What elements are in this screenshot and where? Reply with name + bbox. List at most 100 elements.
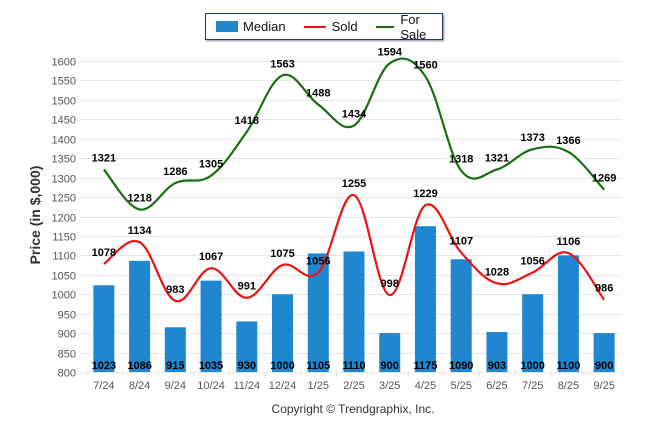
y-tick-label: 1450	[52, 115, 76, 127]
y-tick-label: 1100	[52, 251, 76, 263]
x-tick-label: 8/25	[558, 380, 579, 392]
y-tick-label: 950	[58, 310, 76, 322]
y-tick-label: 1150	[52, 232, 76, 244]
median-bar	[486, 331, 508, 372]
for-sale-point-label: 1594	[377, 46, 402, 58]
median-bar-label: 903	[488, 360, 506, 372]
legend-label-median: Median	[243, 19, 286, 34]
y-tick-label: 1400	[52, 135, 76, 147]
median-bar	[593, 333, 615, 372]
sold-point-label: 998	[381, 278, 399, 290]
median-bar	[450, 259, 472, 372]
sold-point-label: 1255	[342, 178, 366, 190]
for-sale-point-label: 1269	[592, 173, 616, 185]
legend: Median Sold For Sale	[205, 11, 443, 42]
y-tick-label: 1350	[52, 154, 76, 166]
x-tick-label: 10/24	[197, 380, 225, 392]
x-tick-label: 8/24	[129, 380, 150, 392]
sold-point-label: 1106	[556, 236, 580, 248]
y-tick-label: 1300	[52, 174, 76, 186]
for-sale-point-label: 1218	[127, 193, 151, 205]
sold-point-label: 1134	[128, 225, 153, 237]
for-sale-point-label: 1321	[485, 152, 509, 164]
line-labels: 1078 1134 983 1067 991 1075 1056 1255 998 1229 110…	[92, 46, 617, 296]
sold-point-label: 1056	[520, 255, 544, 267]
x-tick-label: 5/25	[450, 380, 471, 392]
for-sale-point-label: 1560	[413, 60, 437, 72]
median-bar	[379, 333, 401, 372]
sold-point-label: 1056	[306, 255, 330, 267]
median-bar-label: 1023	[92, 360, 116, 372]
y-tick-label: 900	[58, 329, 76, 341]
x-tick-label: 1/25	[308, 380, 329, 392]
copyright-text: Copyright © Trendgraphix, Inc.	[271, 402, 435, 416]
y-axis-title: Price (in $,000)	[27, 165, 43, 265]
median-bar-label: 1000	[270, 360, 294, 372]
for-sale-point-label: 1366	[556, 135, 580, 147]
x-tick-label: 6/25	[486, 380, 507, 392]
y-tick-label: 1200	[52, 213, 76, 225]
median-bar-label: 1035	[199, 360, 223, 372]
median-bars	[93, 226, 615, 372]
median-bar-label: 1090	[449, 360, 473, 372]
x-tick-label: 7/25	[522, 380, 543, 392]
for-sale-swatch-icon	[375, 25, 395, 28]
median-bar-label: 900	[595, 360, 613, 372]
median-bar-label: 930	[238, 360, 256, 372]
median-bar-labels: 1023 1086 915 1035 930 1000 1105 1110 900 1175 109…	[92, 360, 614, 372]
for-sale-point-label: 1563	[270, 58, 294, 70]
y-axis-ticks: 800 850 900 950 1000 1050 1100 1150 1200 1250 1300…	[52, 57, 76, 380]
x-axis-ticks: 7/24 8/24 9/24 10/24 11/24 12/24 1/25 2/25 3/25 4…	[86, 372, 623, 392]
y-tick-label: 1050	[52, 271, 76, 283]
y-tick-label: 1500	[52, 96, 76, 108]
for-sale-point-label: 1373	[520, 132, 544, 144]
for-sale-line	[103, 57, 605, 211]
for-sale-point-label: 1318	[449, 154, 473, 166]
for-sale-point-label: 1488	[306, 88, 330, 100]
x-tick-label: 7/24	[93, 380, 114, 392]
for-sale-point-label: 1321	[92, 152, 116, 164]
x-tick-label: 3/25	[379, 380, 400, 392]
median-bar	[200, 280, 222, 372]
median-bar-label: 900	[381, 360, 399, 372]
median-bar-label: 915	[166, 360, 184, 372]
sold-point-label: 1075	[270, 248, 294, 260]
y-tick-label: 1550	[52, 76, 76, 88]
x-tick-label: 2/25	[343, 380, 364, 392]
legend-item-sold[interactable]: Sold	[303, 19, 358, 34]
sold-point-label: 1028	[485, 266, 509, 278]
x-tick-label: 9/24	[165, 380, 186, 392]
legend-label-for-sale: For Sale	[400, 11, 427, 42]
sold-swatch-icon	[303, 25, 326, 28]
y-tick-label: 1000	[52, 290, 76, 302]
median-bar	[522, 294, 544, 372]
series-lines	[103, 57, 606, 303]
sold-point-label: 1107	[449, 236, 473, 248]
y-tick-label: 800	[58, 368, 76, 380]
for-sale-point-label: 1434	[342, 109, 367, 121]
median-bar	[272, 294, 294, 372]
x-tick-label: 11/24	[233, 380, 260, 392]
median-bar	[236, 321, 258, 372]
median-bar	[414, 226, 436, 372]
sold-point-label: 1229	[413, 188, 437, 200]
median-bar-label: 1175	[414, 360, 438, 372]
y-tick-label: 850	[58, 349, 76, 361]
sold-line	[103, 194, 606, 303]
sold-point-label: 986	[595, 283, 613, 295]
x-tick-label: 9/25	[593, 380, 614, 392]
x-tick-label: 12/24	[269, 380, 297, 392]
legend-item-for-sale[interactable]: For Sale	[375, 11, 442, 42]
median-bar-label: 1000	[520, 360, 544, 372]
median-bar	[557, 255, 579, 372]
median-bar-label: 1100	[556, 360, 580, 372]
for-sale-point-label: 1305	[199, 159, 223, 171]
median-bar	[93, 285, 115, 372]
median-bar-label: 1110	[342, 360, 365, 372]
y-tick-label: 1250	[52, 193, 76, 205]
y-tick-label: 1600	[52, 57, 76, 69]
x-tick-label: 4/25	[415, 380, 436, 392]
sold-point-label: 991	[238, 281, 256, 293]
legend-item-median[interactable]: Median	[216, 19, 286, 34]
sold-point-label: 1078	[92, 247, 116, 259]
